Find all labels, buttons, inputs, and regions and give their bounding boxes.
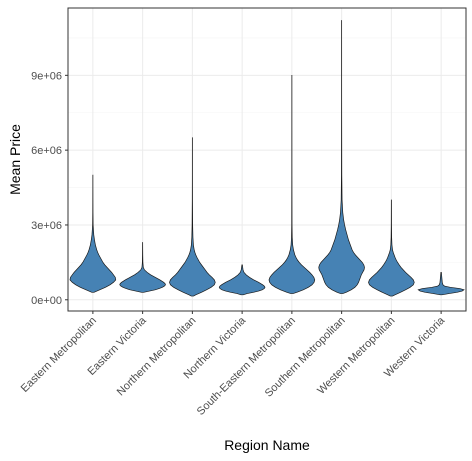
violin-layer: [69, 20, 465, 297]
y-tick-label: 3e+06: [31, 220, 62, 232]
violin-western-victoria: [417, 272, 465, 296]
y-tick-label: 9e+06: [31, 70, 62, 82]
violin-northern-victoria: [218, 264, 266, 296]
grid-layer: [68, 8, 466, 311]
panel-border: [67, 7, 467, 312]
violin-southern-metropolitan: [318, 20, 365, 294]
y-tick-label: 6e+06: [31, 145, 62, 157]
x-tick-label: South-Eastern Metropolitan: [195, 315, 298, 418]
y-tick-label: 0e+00: [31, 295, 62, 307]
violin-eastern-victoria: [119, 242, 166, 293]
x-axis-title: Region Name: [224, 437, 310, 453]
violin-eastern-metropolitan: [69, 174, 117, 293]
y-axis-title: Mean Price: [7, 124, 23, 195]
x-tick-label: Eastern Metropolitan: [19, 315, 99, 395]
axis-layer: 0e+00 3e+06 6e+06 9e+06 Eastern Metropolitan…: [19, 70, 448, 417]
violin-western-metropolitan: [368, 199, 415, 297]
violin-northern-metropolitan: [169, 137, 216, 297]
violin-south-eastern-metropolitan: [268, 74, 316, 294]
